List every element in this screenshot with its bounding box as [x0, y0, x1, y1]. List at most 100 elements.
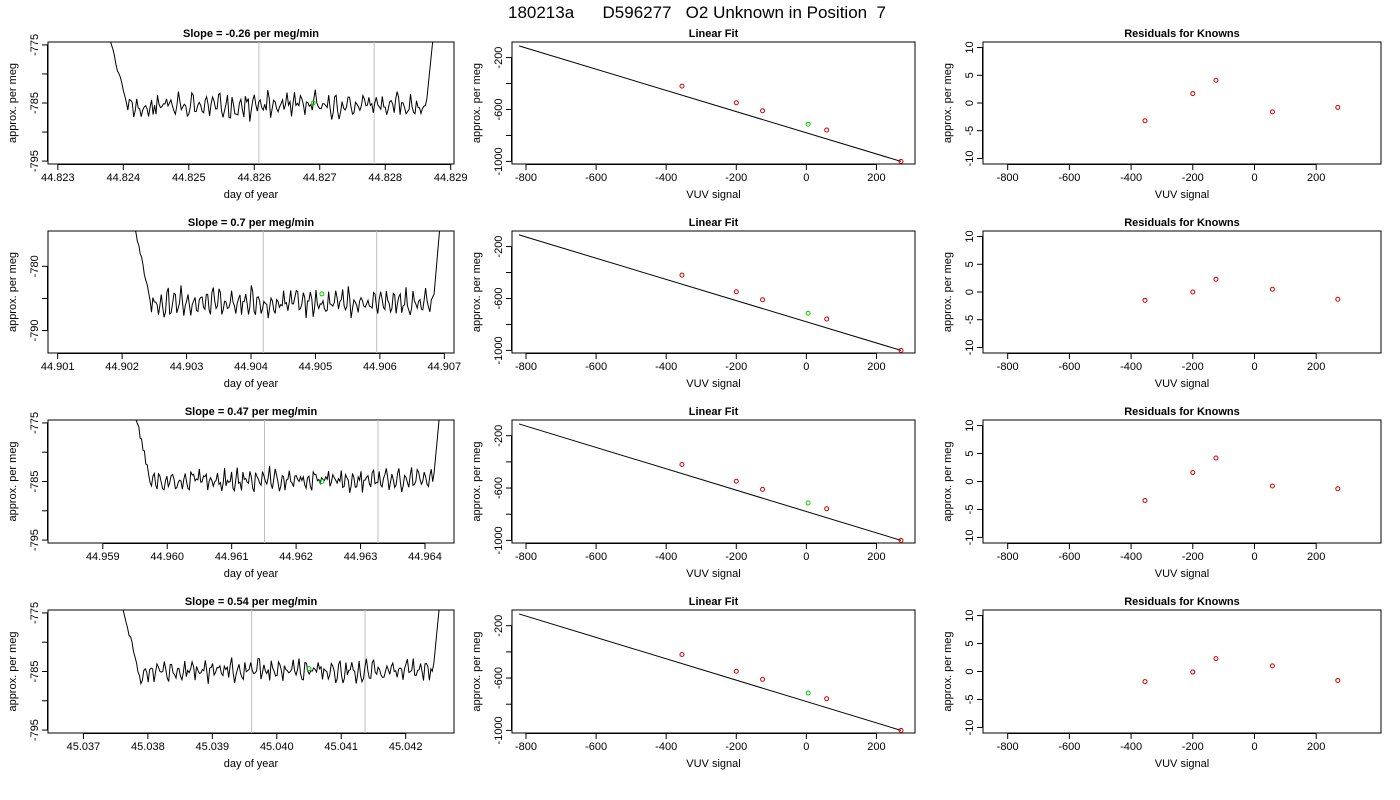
- y-tick-label: 10: [964, 419, 976, 431]
- x-tick-label: -400: [655, 172, 677, 184]
- known-point: [1142, 118, 1148, 124]
- x-tick-label: 0: [803, 741, 809, 753]
- x-tick-label: 44.827: [303, 172, 337, 184]
- x-tick-label: -600: [1058, 172, 1080, 184]
- y-tick-label: -790: [29, 320, 41, 342]
- plot-area: [1142, 656, 1341, 685]
- y-tick-label: -200: [493, 236, 505, 258]
- panel-title: Residuals for Knowns: [1124, 406, 1240, 418]
- y-tick-label: -600: [493, 667, 505, 689]
- known-point: [1335, 677, 1341, 683]
- known-point: [824, 127, 830, 133]
- y-tick-label: -10: [964, 151, 976, 167]
- y-tick-label: 5: [964, 261, 976, 267]
- x-tick-label: 44.962: [279, 551, 313, 563]
- x-tick-label: 44.961: [215, 551, 249, 563]
- y-tick-label: 5: [964, 72, 976, 78]
- y-axis-label: approx. per meg: [7, 252, 19, 332]
- y-tick-label: -10: [964, 529, 976, 545]
- plot-frame: [47, 609, 455, 734]
- known-point: [898, 727, 904, 733]
- panel-r3-c1: Slope = 0.47 per meg/min 44.959 44.960 44.9…: [7, 406, 455, 580]
- y-tick-label: -1000: [493, 526, 505, 554]
- known-point: [1213, 276, 1219, 282]
- panel-r1-c3: Residuals for Knowns -800 -600 -400 -200 0 200…: [942, 28, 1382, 201]
- unknown-marker: [306, 666, 312, 672]
- y-tick-label: 10: [964, 609, 976, 621]
- known-point: [1213, 656, 1219, 662]
- plot-area: [1142, 455, 1341, 504]
- x-tick-label: -600: [585, 361, 607, 373]
- y-tick-label: 0: [964, 289, 976, 295]
- plot-area: [1142, 77, 1341, 124]
- plot-frame: [982, 230, 1382, 354]
- x-tick-label: -200: [1182, 172, 1204, 184]
- x-tick-label: -200: [725, 172, 747, 184]
- x-tick-label: 45.038: [131, 741, 165, 753]
- y-axis-label: approx. per meg: [471, 252, 483, 332]
- x-tick-label: 44.905: [299, 361, 333, 373]
- x-tick-label: 44.963: [344, 551, 378, 563]
- y-tick-label: -775: [29, 602, 41, 624]
- panel-r4-c2: Linear Fit -800 -600 -400 -200 0 200 VUV signal…: [471, 596, 916, 770]
- known-point: [1335, 486, 1341, 492]
- x-tick-label: 200: [1307, 741, 1325, 753]
- x-tick-label: 44.829: [434, 172, 468, 184]
- y-tick-label: -200: [493, 615, 505, 637]
- y-tick-label: -5: [964, 695, 976, 705]
- x-tick-label: -600: [585, 551, 607, 563]
- fit-line: [518, 234, 902, 351]
- x-tick-label: 200: [867, 361, 885, 373]
- known-point: [1335, 296, 1341, 302]
- known-point: [1269, 286, 1275, 292]
- x-axis-label: VUV signal: [686, 568, 740, 580]
- known-point: [1269, 483, 1275, 489]
- known-point: [760, 676, 766, 682]
- plot-frame: [511, 41, 916, 165]
- known-point: [1190, 470, 1196, 476]
- y-tick-label: -785: [29, 660, 41, 682]
- y-tick-label: -795: [29, 529, 41, 551]
- unknown-point: [805, 121, 811, 127]
- fit-line: [518, 613, 902, 731]
- panel-title: Slope = 0.47 per meg/min: [185, 406, 318, 418]
- panel-r3-c3: Residuals for Knowns -800 -600 -400 -200 0 200…: [942, 406, 1382, 580]
- x-tick-label: -400: [655, 741, 677, 753]
- known-point: [760, 486, 766, 492]
- x-tick-label: 44.907: [428, 361, 462, 373]
- y-tick-label: -775: [29, 34, 41, 56]
- x-tick-label: -200: [725, 361, 747, 373]
- known-point: [1269, 109, 1275, 115]
- plot-frame: [511, 230, 916, 354]
- x-tick-label: 200: [1307, 551, 1325, 563]
- x-tick-label: 0: [803, 551, 809, 563]
- x-tick-label: 0: [1251, 741, 1257, 753]
- y-axis-label: approx. per meg: [942, 252, 954, 332]
- unknown-point: [805, 310, 811, 316]
- x-tick-label: 44.825: [172, 172, 206, 184]
- known-point: [1335, 104, 1341, 110]
- known-point: [1213, 77, 1219, 83]
- x-tick-label: -200: [1182, 551, 1204, 563]
- x-axis-label: VUV signal: [686, 758, 740, 770]
- y-tick-label: -600: [493, 477, 505, 499]
- x-tick-label: 45.039: [196, 741, 230, 753]
- x-tick-label: -400: [1120, 551, 1142, 563]
- y-tick-label: -600: [493, 287, 505, 309]
- y-tick-label: 10: [964, 41, 976, 53]
- y-tick-label: -775: [29, 412, 41, 434]
- x-tick-label: -400: [655, 361, 677, 373]
- x-tick-label: 44.902: [105, 361, 139, 373]
- y-tick-label: 0: [964, 668, 976, 674]
- signal-trace: [135, 420, 440, 493]
- panel-r2-c3: Residuals for Knowns -800 -600 -400 -200 0 200…: [942, 217, 1382, 390]
- x-axis-label: VUV signal: [1155, 378, 1209, 390]
- y-tick-label: -795: [29, 150, 41, 172]
- y-tick-label: -10: [964, 719, 976, 735]
- y-axis-label: approx. per meg: [471, 441, 483, 521]
- known-point: [898, 158, 904, 164]
- known-point: [1142, 297, 1148, 303]
- x-tick-label: 44.906: [363, 361, 397, 373]
- known-point: [824, 316, 830, 322]
- unknown-marker: [310, 100, 316, 106]
